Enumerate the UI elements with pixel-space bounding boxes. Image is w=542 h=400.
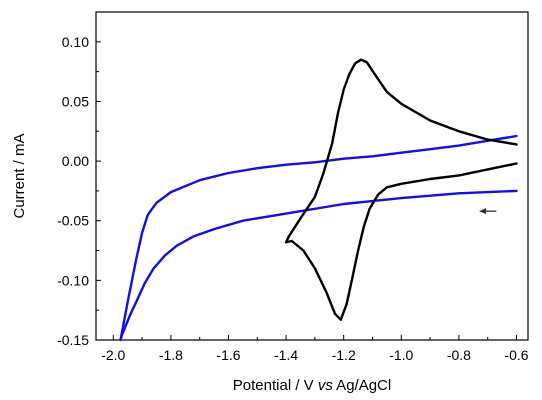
scan-direction-arrowhead: [479, 208, 487, 215]
series-layer: [119, 58, 518, 342]
x-tick-label: -1.6: [216, 347, 240, 363]
x-axis-title: Potential / V vs Ag/AgCl: [233, 377, 391, 394]
x-tick-label: -0.8: [447, 347, 471, 363]
series-line-2: [284, 58, 518, 321]
y-tick-label: 0.10: [62, 34, 89, 50]
y-tick-label: -0.10: [57, 272, 89, 288]
x-axis-title-part-1: Potential / V: [233, 377, 318, 394]
x-tick-label: -1.4: [274, 347, 298, 363]
y-tick-label: -0.05: [57, 213, 89, 229]
x-axis-title-part-2: vs: [318, 377, 334, 394]
x-axis: -2.0 -1.8 -1.6 -1.4 -1.2 -1.0 -0.8 -0.6: [101, 335, 529, 363]
y-tick-label: 0.05: [62, 93, 89, 109]
series-line-1: [119, 134, 518, 342]
y-tick-label: -0.15: [57, 332, 89, 348]
y-tick-label: 0.00: [62, 153, 89, 169]
plot-frame: [95, 11, 529, 341]
x-axis-title-part-3: Ag/AgCl: [333, 377, 391, 394]
x-tick-label: -1.8: [159, 347, 183, 363]
x-tick-label: -1.2: [332, 347, 356, 363]
y-axis: -0.15 -0.10 -0.05 0.00 0.05 0.10: [57, 34, 101, 348]
x-tick-label: -0.6: [504, 347, 528, 363]
annotation-layer: [479, 208, 497, 215]
x-tick-label: -1.0: [389, 347, 413, 363]
y-axis-title: Current / mA: [11, 133, 28, 218]
x-tick-label: -2.0: [101, 347, 125, 363]
